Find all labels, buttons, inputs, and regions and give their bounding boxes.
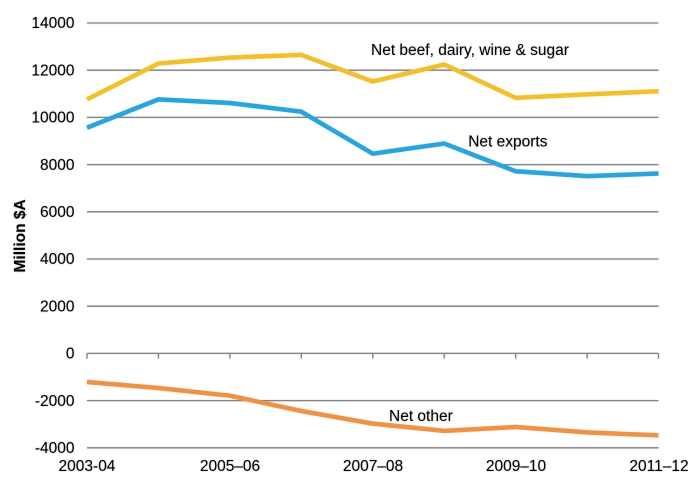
svg-text:2007–08: 2007–08 bbox=[343, 458, 403, 475]
svg-text:14000: 14000 bbox=[31, 15, 74, 32]
svg-text:Net exports: Net exports bbox=[468, 133, 548, 150]
svg-text:-2000: -2000 bbox=[35, 393, 75, 410]
svg-text:Million $A: Million $A bbox=[12, 199, 29, 272]
svg-text:2003-04: 2003-04 bbox=[59, 458, 116, 475]
svg-text:2005–06: 2005–06 bbox=[200, 458, 260, 475]
svg-text:0: 0 bbox=[66, 346, 75, 363]
svg-text:2009–10: 2009–10 bbox=[486, 458, 547, 475]
svg-text:Net other: Net other bbox=[389, 408, 453, 425]
svg-text:12000: 12000 bbox=[31, 62, 74, 79]
svg-text:6000: 6000 bbox=[40, 204, 75, 221]
svg-text:8000: 8000 bbox=[40, 157, 75, 174]
svg-text:-4000: -4000 bbox=[35, 440, 75, 457]
svg-text:Net beef, dairy, wine & sugar: Net beef, dairy, wine & sugar bbox=[371, 42, 569, 59]
svg-text:2000: 2000 bbox=[40, 298, 75, 315]
svg-text:4000: 4000 bbox=[40, 251, 75, 268]
svg-text:2011–12: 2011–12 bbox=[629, 458, 688, 475]
svg-text:10000: 10000 bbox=[31, 110, 74, 127]
